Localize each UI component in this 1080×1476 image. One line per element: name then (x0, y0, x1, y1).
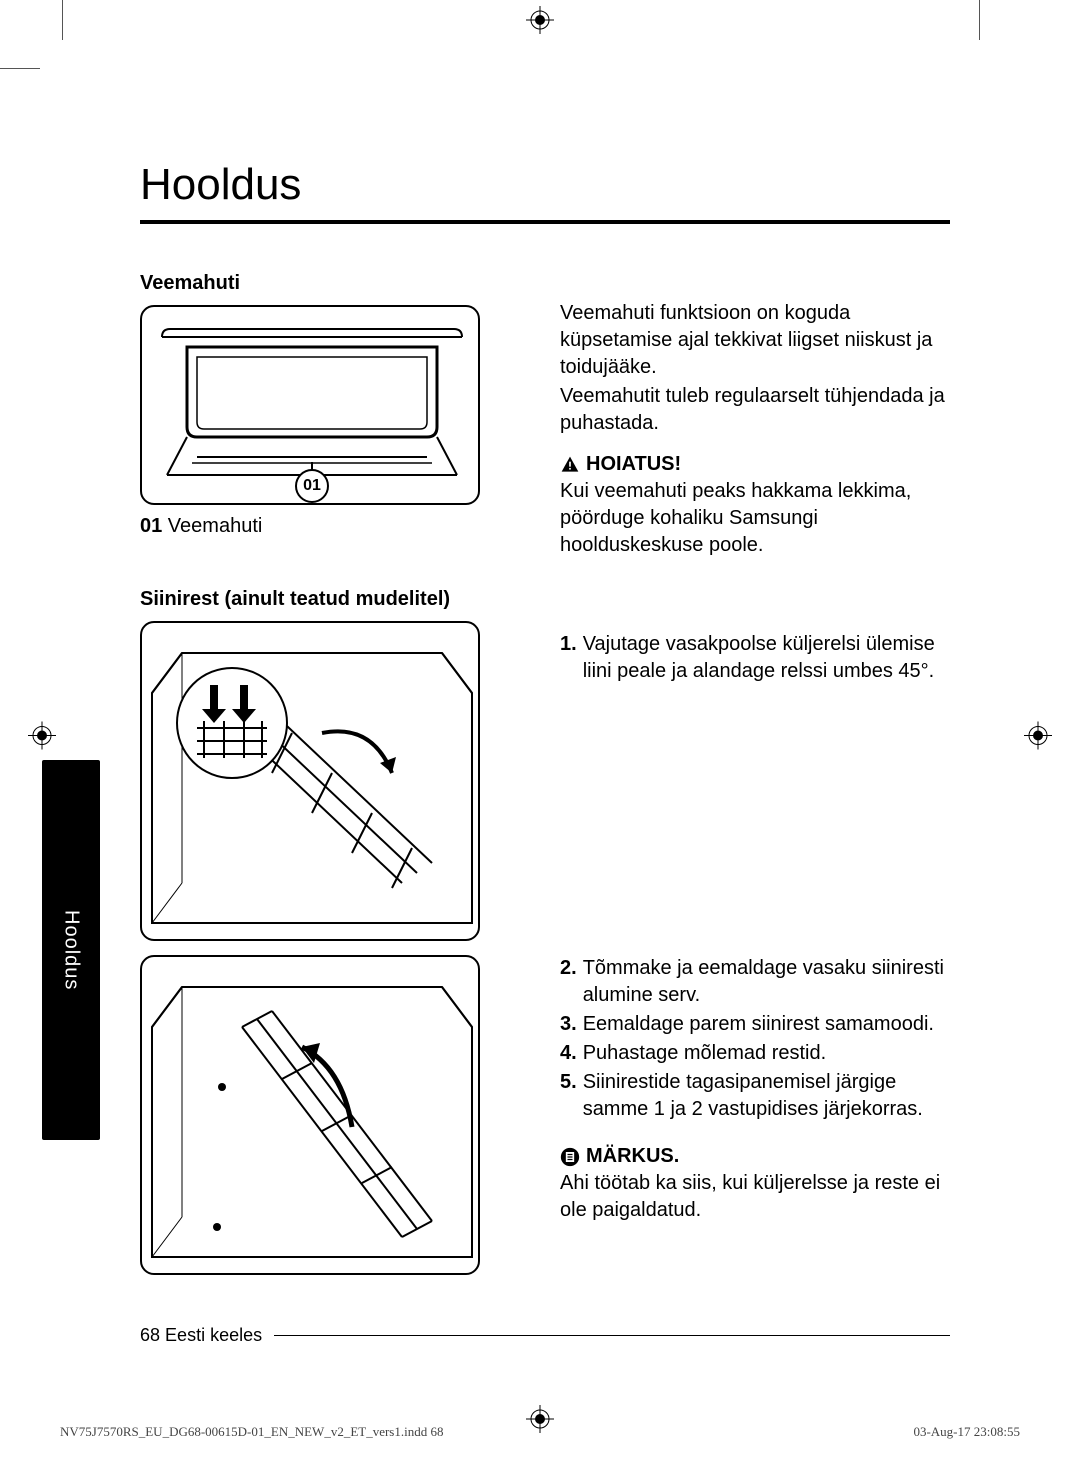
note-icon (560, 1147, 580, 1167)
step-1: 1. Vajutage vasakpoolse küljerelsi ülemi… (560, 631, 950, 685)
note-text: Ahi töötab ka siis, kui küljerelsse ja r… (560, 1170, 950, 1224)
step-text: Siinirestide tagasipanemisel järgige sam… (583, 1069, 950, 1123)
veemahuti-figure: 01 (140, 305, 480, 505)
step-text: Tõmmake ja eemaldage vasaku siiniresti a… (583, 955, 950, 1009)
figure-column: Veemahuti (140, 272, 520, 568)
warning-text: Kui veemahuti peaks hakkama lekkima, pöö… (560, 478, 950, 559)
warning-heading: HOIATUS! (560, 451, 950, 478)
step-4: 4. Puhastage mõlemad restid. (560, 1040, 950, 1067)
step-number: 4. (560, 1040, 577, 1067)
page-title: Hooldus (140, 160, 950, 224)
registration-target-icon (526, 6, 554, 39)
step-number: 5. (560, 1069, 577, 1123)
text-column: Veemahuti funktsioon on koguda küpsetami… (560, 272, 950, 568)
step-number: 2. (560, 955, 577, 1009)
page-footer: 68 Eesti keeles (140, 1325, 950, 1346)
step-text: Vajutage vasakpoolse küljerelsi ülemise … (583, 631, 950, 685)
page-number: 68 (140, 1325, 160, 1346)
veemahuti-para1: Veemahuti funktsioon on koguda küpsetami… (560, 300, 950, 381)
text-column: 2. Tõmmake ja eemaldage vasaku siinirest… (560, 955, 950, 1289)
caption-text: Veemahuti (162, 515, 262, 537)
siinirest-figure-2 (140, 955, 480, 1275)
callout-badge-number: 01 (303, 477, 321, 495)
crop-mark (0, 68, 40, 69)
veemahuti-para2: Veemahutit tuleb regulaarselt tühjendada… (560, 383, 950, 437)
text-column: 1. Vajutage vasakpoolse küljerelsi ülemi… (560, 621, 950, 955)
warning-icon (560, 455, 580, 475)
figure-column (140, 955, 520, 1289)
registration-target-icon (28, 722, 56, 755)
section-tab: Hooldus (42, 760, 100, 1140)
callout-badge: 01 (295, 469, 329, 503)
manual-page: Hooldus Hooldus Veemahuti (0, 0, 1080, 1476)
footer-rule (274, 1335, 950, 1336)
siinirest-figure-1 (140, 621, 480, 941)
veemahuti-heading: Veemahuti (140, 272, 520, 295)
section-siinirest-2: 2. Tõmmake ja eemaldage vasaku siinirest… (140, 955, 950, 1289)
step-5: 5. Siinirestide tagasipanemisel järgige … (560, 1069, 950, 1123)
section-tab-label: Hooldus (60, 910, 83, 990)
registration-target-icon (1024, 722, 1052, 755)
step-number: 1. (560, 631, 577, 685)
note-heading: MÄRKUS. (560, 1143, 950, 1170)
step-text: Eemaldage parem siinirest samamoodi. (583, 1011, 950, 1038)
note-label: MÄRKUS. (586, 1143, 679, 1170)
warning-label: HOIATUS! (586, 451, 681, 478)
crop-mark (62, 0, 63, 40)
imprint-date: 03-Aug-17 23:08:55 (913, 1424, 1020, 1440)
figure-column (140, 621, 520, 955)
step-2: 2. Tõmmake ja eemaldage vasaku siinirest… (560, 955, 950, 1009)
imprint-line: NV75J7570RS_EU_DG68-00615D-01_EN_NEW_v2_… (60, 1424, 1020, 1440)
page-content: Hooldus Veemahuti (140, 160, 950, 1289)
section-siinirest-1: 1. Vajutage vasakpoolse küljerelsi ülemi… (140, 621, 950, 955)
figure-caption: 01 Veemahuti (140, 515, 520, 538)
step-number: 3. (560, 1011, 577, 1038)
page-language: Eesti keeles (165, 1325, 262, 1346)
siinirest-heading: Siinirest (ainult teatud mudelitel) (140, 588, 950, 611)
step-3: 3. Eemaldage parem siinirest samamoodi. (560, 1011, 950, 1038)
step-text: Puhastage mõlemad restid. (583, 1040, 950, 1067)
section-veemahuti: Veemahuti (140, 272, 950, 568)
crop-mark (979, 0, 980, 40)
imprint-file: NV75J7570RS_EU_DG68-00615D-01_EN_NEW_v2_… (60, 1424, 443, 1440)
caption-number: 01 (140, 515, 162, 537)
